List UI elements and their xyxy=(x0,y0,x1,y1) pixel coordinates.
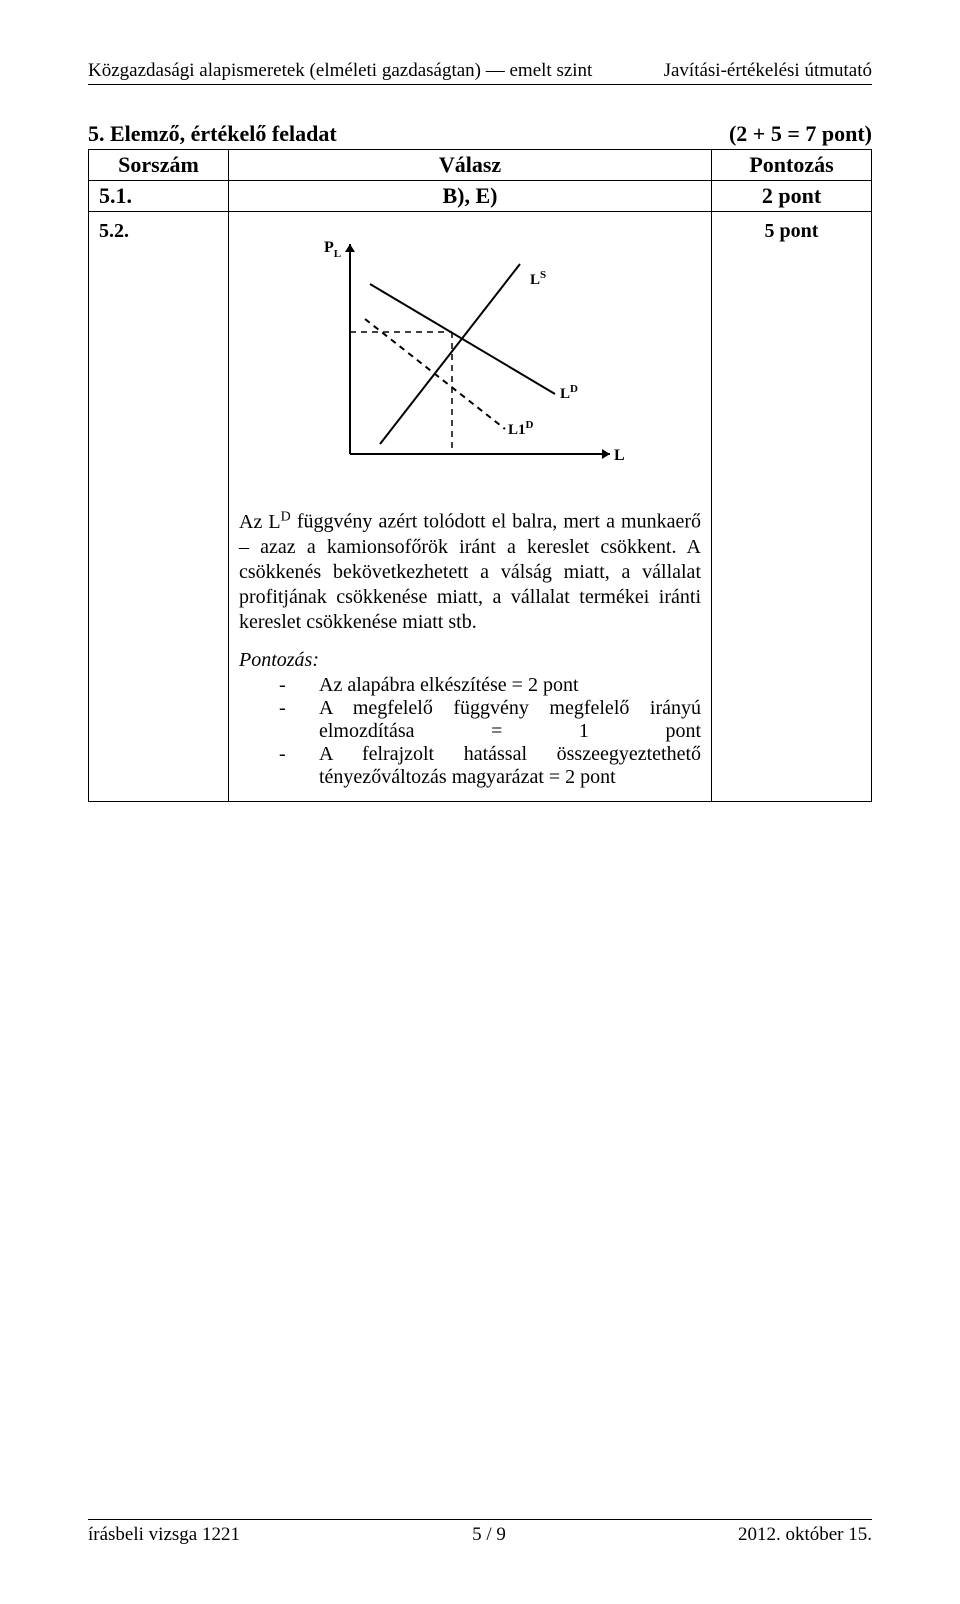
cell-num: 5.1. xyxy=(89,181,229,212)
cell-val: B), E) xyxy=(229,181,712,212)
col-sorszam: Sorszám xyxy=(89,150,229,181)
task-title: 5. Elemző, értékelő feladat (2 + 5 = 7 p… xyxy=(88,121,872,147)
footer-center: 5 / 9 xyxy=(472,1524,506,1546)
task-title-left: 5. Elemző, értékelő feladat xyxy=(88,121,337,147)
explanation-text: Az LD függvény azért tolódott el balra, … xyxy=(239,508,701,635)
scoring-title: Pontozás: xyxy=(239,649,701,672)
svg-text:PL: PL xyxy=(324,239,341,260)
block-points: 5 pont xyxy=(712,212,872,802)
col-pontozas: Pontozás xyxy=(712,150,872,181)
supply-demand-chart: PL L LS LD L1D xyxy=(310,224,630,490)
svg-text:L: L xyxy=(614,447,625,464)
block-body: PL L LS LD L1D Az LD függvény azért tolódott… xyxy=(229,212,712,802)
scoring-item-text: A felrajzolt hatással összeegyeztethető … xyxy=(319,743,701,789)
dash-icon: - xyxy=(279,743,287,766)
svg-text:L1D: L1D xyxy=(508,419,534,438)
svg-text:LD: LD xyxy=(560,383,578,402)
header-right: Javítási-értékelési útmutató xyxy=(664,60,872,82)
col-valasz: Válasz xyxy=(229,150,712,181)
footer-left: írásbeli vizsga 1221 xyxy=(88,1524,240,1546)
scoring-list: - Az alapábra elkészítése = 2 pont - A m… xyxy=(239,674,701,789)
explain-sup: D xyxy=(281,509,291,524)
chart-svg: PL L LS LD L1D xyxy=(310,224,630,484)
task-title-right: (2 + 5 = 7 pont) xyxy=(729,121,872,147)
explain-pre: Az L xyxy=(239,511,281,533)
footer-right: 2012. október 15. xyxy=(738,1524,872,1546)
header-left: Közgazdasági alapismeretek (elméleti gaz… xyxy=(88,60,592,82)
svg-text:LS: LS xyxy=(530,269,546,288)
block-num: 5.2. xyxy=(89,212,229,802)
page-footer: írásbeli vizsga 1221 5 / 9 2012. október… xyxy=(88,1519,872,1546)
page-header: Közgazdasági alapismeretek (elméleti gaz… xyxy=(88,60,872,85)
footer-rule xyxy=(88,1519,872,1520)
list-item: - Az alapábra elkészítése = 2 pont xyxy=(239,674,701,697)
dash-icon: - xyxy=(279,674,287,697)
answer-table: Sorszám Válasz Pontozás 5.1. B), E) 2 po… xyxy=(88,149,872,212)
scoring-item-text: A megfelelő függvény megfelelő irányú el… xyxy=(319,697,701,743)
list-item: - A felrajzolt hatással összeegyeztethet… xyxy=(239,743,701,789)
table-row: 5.1. B), E) 2 pont xyxy=(89,181,872,212)
scoring-item-text: Az alapábra elkészítése = 2 pont xyxy=(319,674,701,697)
cell-pts: 2 pont xyxy=(712,181,872,212)
explain-post: függvény azért tolódott el balra, mert a… xyxy=(239,511,701,633)
table-header-row: Sorszám Válasz Pontozás xyxy=(89,150,872,181)
explanation-block: 5.2. PL L LS LD L1D Az LD függvény azért tol… xyxy=(88,211,872,802)
list-item: - A megfelelő függvény megfelelő irányú … xyxy=(239,697,701,743)
dash-icon: - xyxy=(279,697,287,720)
